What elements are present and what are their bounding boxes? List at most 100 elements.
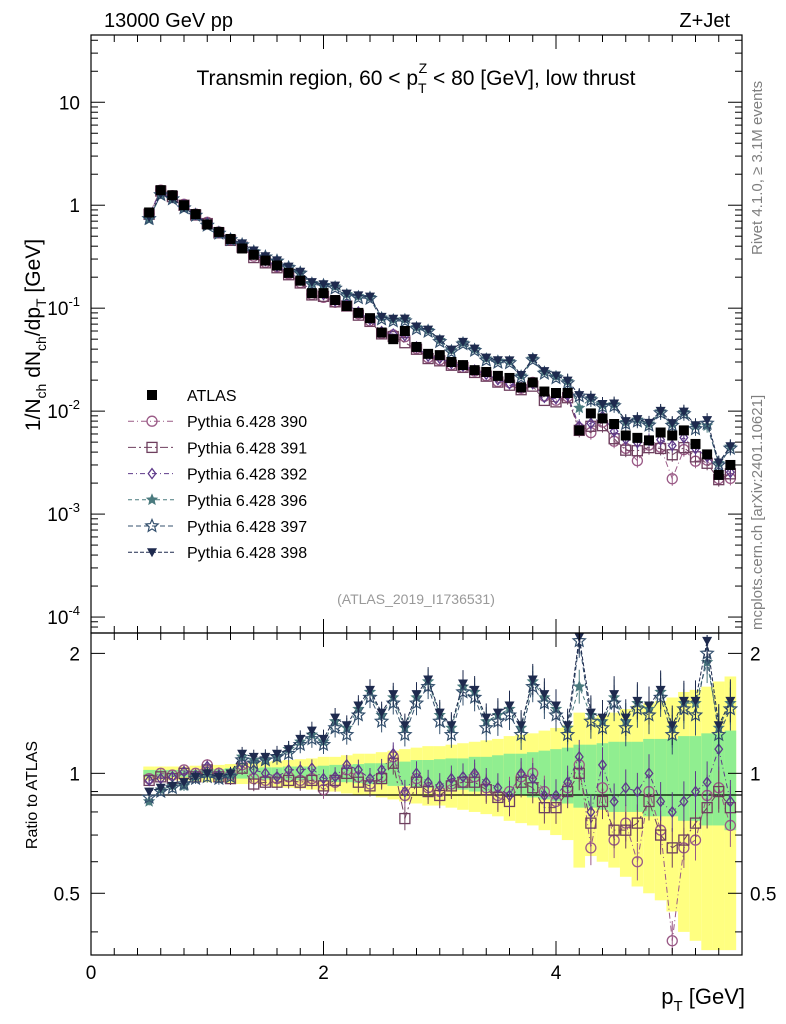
y-tick-base: 1 [69, 196, 80, 217]
atlas-data-point [585, 408, 596, 419]
y-tick-base: 10 [47, 505, 68, 526]
atlas-data-point [190, 209, 201, 220]
ratio-series-point [411, 690, 422, 700]
y-tick-label: 10-2 [47, 397, 80, 423]
ratio-series-point [341, 721, 352, 731]
atlas-data-point [167, 190, 178, 201]
main-series-point [644, 418, 654, 428]
inner-uncertainty-band [550, 749, 562, 802]
main-series-point [455, 336, 471, 351]
main-series-point [656, 433, 666, 446]
legend-marker [145, 493, 159, 506]
main-series-point [458, 337, 468, 347]
atlas-data-point [213, 226, 224, 237]
collision-energy-label: 13000 GeV pp [104, 10, 233, 32]
ratio-series-point [272, 770, 282, 783]
xlabel-sub-a: T [673, 998, 682, 1015]
main-series-point [679, 431, 689, 444]
main-series-point [373, 311, 390, 326]
ratio-series-point [504, 789, 515, 802]
main-series-point [339, 287, 355, 303]
atlas-data-point [330, 295, 341, 306]
ratio-series-point [365, 685, 375, 695]
title-prefix: Transmin region, 60 < p [196, 67, 418, 90]
ratio-series-point [585, 708, 596, 718]
ratio-series-point [246, 755, 262, 770]
atlas-data-point [504, 372, 515, 383]
ratio-series-point [330, 713, 341, 723]
ylabel-part-d: [GeV] [22, 239, 45, 299]
atlas-data-point [272, 260, 282, 271]
ratio-series-point [327, 719, 343, 735]
ratio-series-point [609, 795, 619, 808]
main-series-point [666, 473, 678, 485]
main-series-point [446, 345, 457, 355]
ratio-series-point [213, 772, 224, 782]
main-series-point [423, 325, 434, 335]
ratio-series-point [234, 751, 250, 767]
ratio-series-point [179, 778, 189, 788]
ratio-series-point [551, 789, 561, 802]
legend-marker [146, 415, 158, 427]
ratio-y-tick-label-right: 1 [750, 764, 761, 785]
ratio-series-point [620, 824, 632, 836]
ratio-series-point [608, 824, 620, 836]
main-series-point [434, 335, 445, 345]
atlas-data-point [144, 207, 155, 218]
ratio-series-point [481, 713, 492, 723]
ratio-series-point [666, 842, 678, 854]
inner-uncertainty-band [538, 750, 551, 800]
ratio-series-point [596, 795, 609, 808]
atlas-data-point [713, 469, 724, 480]
chart-title: Transmin region, 60 < pTZ < 80 [GeV], lo… [196, 60, 635, 96]
ylabel-part-c: /dp [22, 307, 45, 336]
ratio-series-point [644, 701, 654, 711]
ratio-series-point [713, 785, 725, 798]
legend-label-4: Pythia 6.428 396 [187, 493, 307, 510]
ratio-series-point [597, 758, 608, 771]
ratio-y-tick-label-right: 2 [750, 644, 761, 665]
ratio-series-point [609, 690, 620, 700]
main-series-point [713, 458, 724, 468]
main-series-point [304, 276, 320, 291]
ratio-series-point [678, 696, 689, 706]
ratio-series-point [272, 749, 282, 759]
x-axis-ticks: 0 2 4 [86, 35, 743, 984]
ratio-y-tick-label-left: 2 [69, 644, 80, 665]
main-series-point [513, 369, 529, 384]
main-series-point [678, 407, 689, 417]
ratio-series-point [237, 749, 248, 759]
inner-uncertainty-band [585, 744, 597, 808]
ratio-series-point [620, 713, 631, 723]
main-series-point [365, 292, 375, 302]
atlas-data-point [376, 327, 387, 338]
main-series-point [504, 356, 515, 366]
legend-label-3: Pythia 6.428 392 [187, 467, 307, 484]
ratio-series-point [493, 781, 503, 794]
main-series-point [327, 280, 343, 295]
ratio-series-point [539, 789, 549, 802]
ratio-series-point [516, 767, 526, 780]
main-series-point [585, 393, 596, 403]
ratio-series-point [702, 636, 713, 646]
ratio-axis-ticks: 0.5 0.5 1 1 2 2 [54, 644, 776, 933]
main-series-point [725, 466, 735, 479]
y-tick-label: 10 [59, 93, 80, 114]
ratio-series-point [585, 842, 597, 854]
ratio-series-point [689, 817, 702, 829]
atlas-data-point [609, 418, 620, 429]
atlas-data-point [434, 350, 445, 361]
legend-marker [147, 390, 157, 400]
ratio-series-point [434, 708, 445, 718]
atlas-data-point [202, 219, 213, 230]
atlas-data-point [248, 249, 259, 260]
ratio-series-point [295, 734, 306, 744]
watermark-label: (ATLAS_2019_I1736531) [337, 591, 495, 607]
ratio-series-point [388, 690, 399, 700]
ratio-series-point [260, 752, 271, 762]
title-subscript: T [418, 80, 427, 96]
ratio-plot-panel: 0.5 0.5 1 1 2 2 Ratio to ATLAS [24, 632, 776, 956]
atlas-data-point [388, 334, 399, 345]
main-series-point [399, 337, 411, 349]
atlas-data-point [411, 341, 422, 352]
